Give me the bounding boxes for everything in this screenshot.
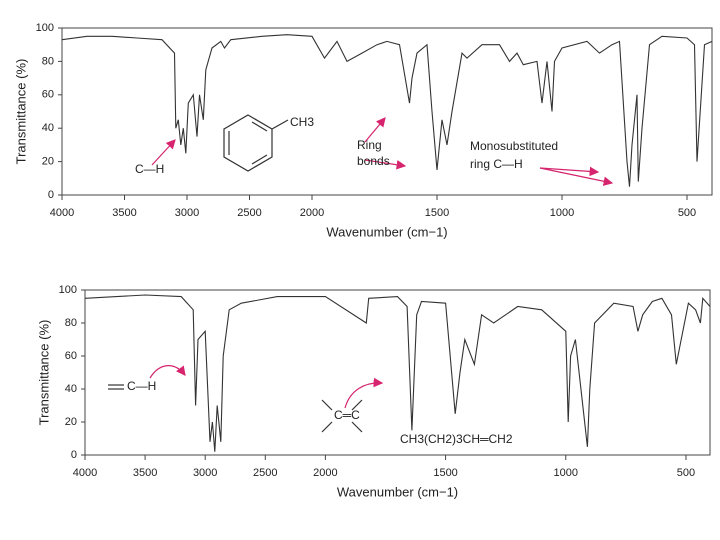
annotation: CH3 bbox=[290, 115, 314, 129]
x-tick-label: 4000 bbox=[50, 207, 74, 219]
y-tick-label: 80 bbox=[42, 55, 54, 67]
spectrum-line bbox=[84, 294, 711, 452]
x-tick-label: 2500 bbox=[237, 207, 261, 219]
x-tick-label: 3500 bbox=[112, 207, 136, 219]
x-axis-label: Wavenumber (cm−1) bbox=[337, 484, 458, 499]
annotation: C—H bbox=[127, 379, 156, 393]
y-tick-label: 40 bbox=[42, 122, 54, 134]
y-tick-label: 60 bbox=[42, 89, 54, 101]
annotation: Ring bbox=[357, 138, 382, 152]
annotation: CH3(CH2)3CH═CH2 bbox=[400, 432, 513, 446]
plot-frame bbox=[61, 27, 713, 196]
x-axis-label: Wavenumber (cm−1) bbox=[326, 224, 447, 239]
x-tick-label: 4000 bbox=[73, 467, 97, 479]
y-axis-label: Transmittance (%) bbox=[36, 320, 51, 426]
annotation: C—H bbox=[135, 162, 164, 176]
plot-frame bbox=[84, 289, 711, 456]
x-tick-label: 1500 bbox=[433, 467, 457, 479]
y-tick-label: 20 bbox=[65, 416, 77, 428]
spectrum-line bbox=[61, 34, 713, 187]
y-tick-label: 100 bbox=[59, 284, 77, 296]
y-tick-label: 0 bbox=[48, 189, 54, 201]
x-tick-label: 3500 bbox=[133, 467, 157, 479]
y-tick-label: 40 bbox=[65, 383, 77, 395]
x-tick-label: 1000 bbox=[554, 467, 578, 479]
x-tick-label: 500 bbox=[678, 207, 696, 219]
y-tick-label: 20 bbox=[42, 156, 54, 168]
x-tick-label: 1000 bbox=[550, 207, 574, 219]
x-tick-label: 3000 bbox=[193, 467, 217, 479]
molecule-drawings bbox=[108, 114, 363, 433]
x-tick-label: 3000 bbox=[175, 207, 199, 219]
y-axis-label: Transmittance (%) bbox=[13, 59, 28, 165]
y-tick-label: 60 bbox=[65, 350, 77, 362]
y-tick-label: 80 bbox=[65, 317, 77, 329]
x-tick-label: 1500 bbox=[425, 207, 449, 219]
y-tick-label: 0 bbox=[71, 449, 77, 461]
annotation: bonds bbox=[357, 154, 390, 168]
annotation: Monosubstituted bbox=[470, 139, 558, 153]
annotation: C═C bbox=[334, 408, 360, 422]
x-tick-label: 500 bbox=[677, 467, 695, 479]
x-tick-label: 2000 bbox=[313, 467, 337, 479]
annotation-graphics bbox=[149, 117, 614, 409]
x-tick-label: 2500 bbox=[253, 467, 277, 479]
x-tick-label: 2000 bbox=[300, 207, 324, 219]
annotation: ring C—H bbox=[470, 157, 523, 171]
y-tick-label: 100 bbox=[36, 22, 54, 34]
